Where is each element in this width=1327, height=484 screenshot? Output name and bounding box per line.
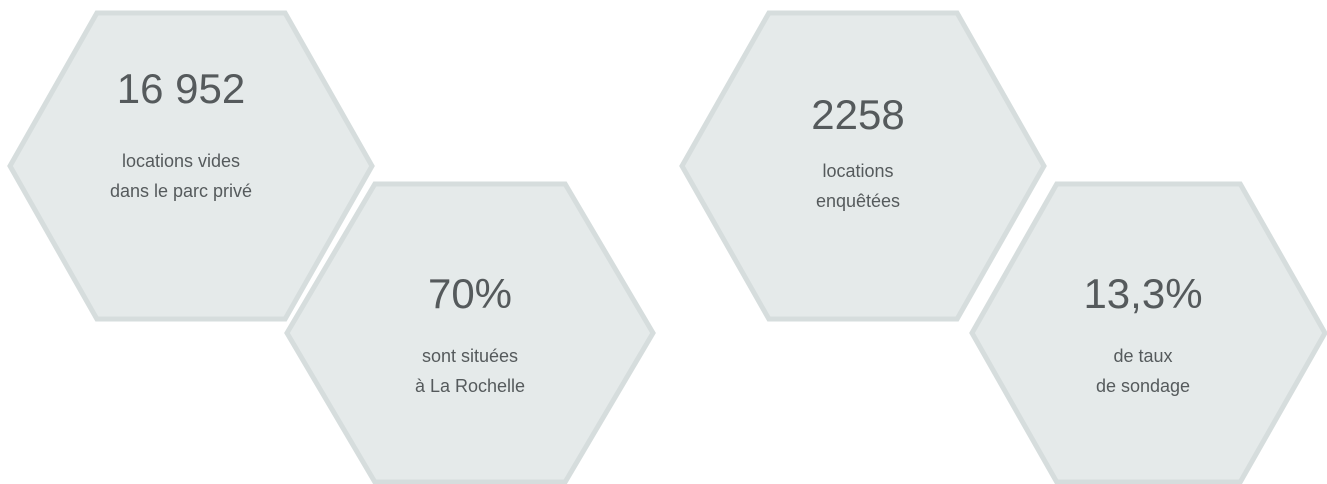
- hexagon: [679, 10, 1047, 322]
- stat-value: 13,3%: [1083, 270, 1202, 317]
- hexagon: [284, 181, 656, 484]
- stat-label: dans le parc privé: [110, 181, 252, 201]
- hexagon: [7, 10, 375, 322]
- stat-label: à La Rochelle: [415, 376, 525, 396]
- stat-label: de taux: [1113, 346, 1172, 366]
- stat-label: locations vides: [122, 151, 240, 171]
- stat-label: locations: [822, 161, 893, 181]
- stat-label: sont situées: [422, 346, 518, 366]
- hexagon: [969, 181, 1327, 484]
- stat-value: 16 952: [117, 65, 245, 112]
- stat-label: enquêtées: [816, 191, 900, 211]
- stat-label: de sondage: [1096, 376, 1190, 396]
- stat-value: 70%: [428, 270, 512, 317]
- stat-value: 2258: [811, 91, 904, 138]
